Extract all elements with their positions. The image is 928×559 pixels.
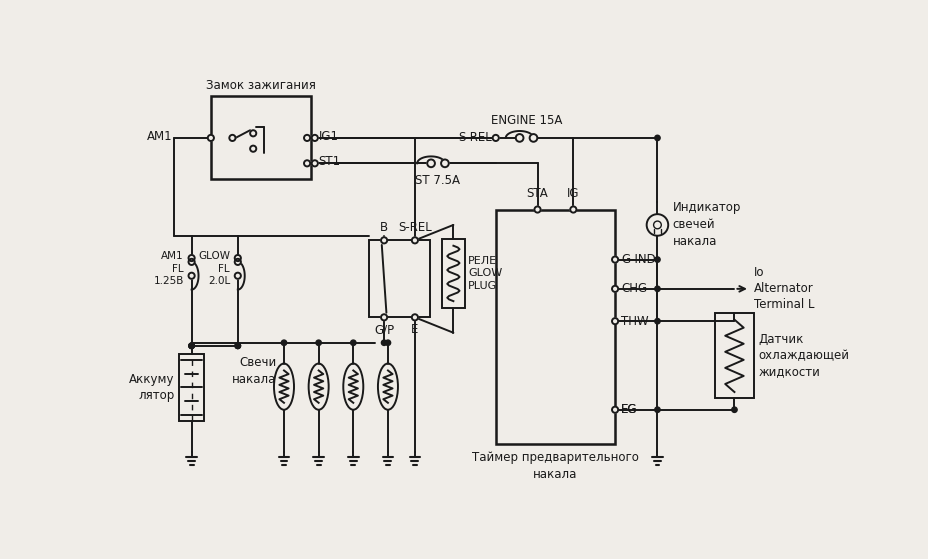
Circle shape xyxy=(654,286,660,292)
Circle shape xyxy=(235,343,240,348)
Circle shape xyxy=(381,340,386,345)
Circle shape xyxy=(380,237,387,243)
Circle shape xyxy=(303,135,310,141)
Text: G/P: G/P xyxy=(374,324,393,337)
Circle shape xyxy=(515,134,522,142)
Text: РЕЛЕ
GLOW
PLUG: РЕЛЕ GLOW PLUG xyxy=(468,256,502,291)
Circle shape xyxy=(350,340,355,345)
Circle shape xyxy=(534,206,540,212)
Circle shape xyxy=(312,160,317,167)
Circle shape xyxy=(188,255,195,261)
Bar xyxy=(715,314,753,398)
Text: Датчик
охлаждающей
жидкости: Датчик охлаждающей жидкости xyxy=(757,333,848,378)
Circle shape xyxy=(235,259,240,265)
Text: IG: IG xyxy=(566,187,579,200)
Text: Io
Alternator
Terminal L: Io Alternator Terminal L xyxy=(753,266,813,311)
Text: Аккуму
лятор: Аккуму лятор xyxy=(129,373,174,402)
Bar xyxy=(442,239,464,308)
Text: Таймер предварительного
накала: Таймер предварительного накала xyxy=(471,451,638,481)
Circle shape xyxy=(441,159,448,167)
Circle shape xyxy=(427,159,434,167)
Circle shape xyxy=(654,319,660,324)
Circle shape xyxy=(235,273,240,279)
Circle shape xyxy=(411,314,418,320)
Text: IG1: IG1 xyxy=(318,130,339,143)
Circle shape xyxy=(492,135,498,141)
Text: Свечи
накала: Свечи накала xyxy=(232,356,276,386)
Circle shape xyxy=(188,343,194,348)
Circle shape xyxy=(250,130,256,136)
Circle shape xyxy=(316,340,321,345)
Circle shape xyxy=(229,135,235,141)
Circle shape xyxy=(188,259,195,265)
Circle shape xyxy=(188,343,194,348)
Circle shape xyxy=(281,340,287,345)
Circle shape xyxy=(312,135,317,141)
Text: AM1: AM1 xyxy=(147,130,173,143)
Circle shape xyxy=(529,134,536,142)
Circle shape xyxy=(235,343,240,348)
Circle shape xyxy=(380,314,387,320)
Text: ENGINE 15A: ENGINE 15A xyxy=(490,114,561,127)
Circle shape xyxy=(208,135,213,141)
Text: S-REL: S-REL xyxy=(397,221,432,234)
Circle shape xyxy=(612,257,617,263)
Circle shape xyxy=(188,273,195,279)
Bar xyxy=(496,210,614,444)
Text: Индикатор
свечей
накала: Индикатор свечей накала xyxy=(672,201,741,248)
Text: EG: EG xyxy=(621,403,637,416)
Text: B: B xyxy=(380,221,388,234)
Circle shape xyxy=(612,406,617,413)
Circle shape xyxy=(411,237,418,243)
Text: E: E xyxy=(411,324,419,337)
Circle shape xyxy=(654,257,660,262)
Circle shape xyxy=(235,343,240,348)
Circle shape xyxy=(570,206,575,212)
Text: EG: EG xyxy=(621,403,637,416)
Circle shape xyxy=(385,340,390,345)
Bar xyxy=(179,353,204,421)
Text: ST 7.5A: ST 7.5A xyxy=(415,174,460,187)
Text: S-REL: S-REL xyxy=(458,131,491,144)
Circle shape xyxy=(731,407,736,413)
Circle shape xyxy=(654,135,660,141)
Circle shape xyxy=(612,318,617,324)
Circle shape xyxy=(188,343,194,348)
Bar xyxy=(211,96,311,179)
Text: ST1: ST1 xyxy=(318,155,341,168)
Text: Замок зажигания: Замок зажигания xyxy=(206,79,316,92)
Text: CHG: CHG xyxy=(621,282,647,295)
Circle shape xyxy=(188,343,194,348)
Text: AM1
FL
1.25B: AM1 FL 1.25B xyxy=(153,252,184,286)
Circle shape xyxy=(250,146,256,152)
Text: G-IND: G-IND xyxy=(621,253,655,266)
Text: GLOW
FL
2.0L: GLOW FL 2.0L xyxy=(198,252,230,286)
Circle shape xyxy=(235,255,240,261)
Circle shape xyxy=(654,407,660,413)
Text: THW: THW xyxy=(621,315,648,328)
Circle shape xyxy=(612,286,617,292)
Text: STA: STA xyxy=(526,187,548,200)
Circle shape xyxy=(303,160,310,167)
Bar xyxy=(368,240,430,318)
